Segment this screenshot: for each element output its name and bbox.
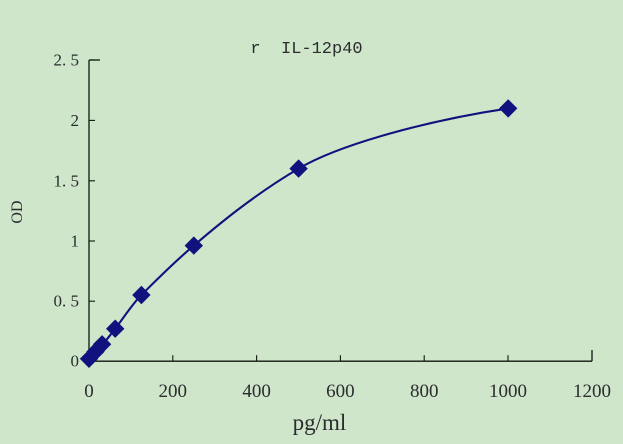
svg-text:600: 600 [326,381,355,402]
svg-text:800: 800 [410,381,439,402]
svg-text:1000: 1000 [489,381,527,402]
svg-text:400: 400 [242,381,271,402]
svg-text:0: 0 [71,352,80,371]
svg-text:2: 2 [71,111,80,130]
svg-text:1200: 1200 [573,381,611,402]
svg-text:200: 200 [159,381,188,402]
svg-text:1: 1 [71,232,80,251]
svg-text:0: 0 [84,381,94,402]
svg-text:1. 5: 1. 5 [54,171,80,190]
svg-text:0. 5: 0. 5 [54,292,80,311]
svg-text:2. 5: 2. 5 [54,51,80,70]
